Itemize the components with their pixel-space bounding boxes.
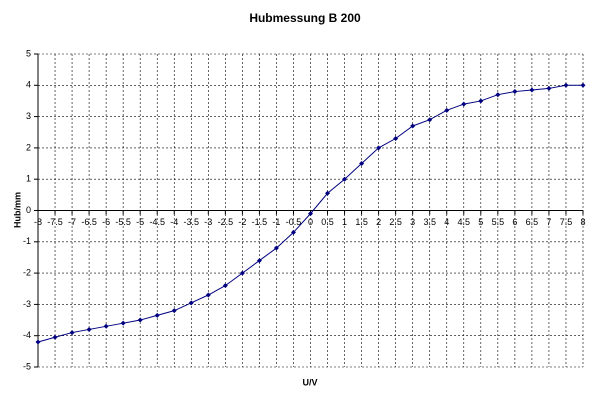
x-tick-label: -4 (170, 217, 178, 227)
data-point (273, 245, 279, 251)
x-tick-label: 0.5 (321, 217, 334, 227)
x-tick-label: -3.5 (184, 217, 200, 227)
x-tick-label: 7.5 (560, 217, 573, 227)
y-tick-label: -4 (23, 330, 31, 340)
data-point (495, 92, 501, 98)
data-point (308, 211, 313, 217)
x-tick-label: -2.5 (218, 217, 234, 227)
y-tick-label: -5 (23, 361, 31, 371)
x-tick-label: -5.5 (115, 217, 131, 227)
x-tick-label: -3 (204, 217, 212, 227)
x-tick-label: 5 (478, 217, 483, 227)
data-point (325, 190, 331, 196)
data-point (188, 300, 194, 306)
x-tick-label: 3 (410, 217, 415, 227)
data-point (69, 330, 75, 336)
y-tick-label: -2 (23, 267, 31, 277)
data-point (410, 123, 416, 129)
y-tick-label: 3 (26, 111, 31, 121)
data-point (427, 117, 433, 123)
y-tick-label: 5 (26, 48, 31, 58)
x-tick-label: -1.5 (252, 217, 268, 227)
y-tick-label: -3 (23, 299, 31, 309)
data-point (342, 176, 348, 182)
data-point (222, 283, 228, 289)
data-point (154, 312, 160, 318)
y-tick-label: 1 (26, 174, 31, 184)
x-tick-label: 4 (444, 217, 449, 227)
x-tick-label: -2 (238, 217, 246, 227)
data-point (120, 320, 126, 326)
data-point (393, 136, 399, 142)
x-tick-label: -6 (102, 217, 110, 227)
x-tick-label: 3.5 (423, 217, 436, 227)
y-tick-label: -1 (23, 236, 31, 246)
x-tick-label: -0.5 (286, 217, 302, 227)
data-point (290, 229, 296, 235)
y-tick-label: 4 (26, 80, 31, 90)
data-point (512, 89, 518, 95)
x-tick-label: 1.5 (355, 217, 368, 227)
data-point (444, 107, 450, 113)
data-point (563, 82, 569, 88)
data-point (171, 308, 177, 314)
y-axis-label: Hub/mm (12, 192, 22, 228)
data-point (205, 292, 211, 298)
x-tick-label: 5.5 (492, 217, 505, 227)
x-tick-label: 8 (580, 217, 585, 227)
x-tick-label: 6 (512, 217, 517, 227)
x-tick-label: 1 (342, 217, 347, 227)
data-point (546, 85, 552, 91)
data-point (478, 98, 484, 104)
data-point (256, 258, 262, 264)
x-tick-label: -6.5 (81, 217, 97, 227)
x-tick-label: 2.5 (389, 217, 402, 227)
data-point (376, 145, 382, 151)
x-tick-label: -7.5 (47, 217, 63, 227)
x-tick-label: -1 (272, 217, 280, 227)
data-point (461, 101, 467, 107)
data-point (239, 270, 245, 276)
data-point (35, 339, 41, 345)
data-point (103, 323, 109, 329)
chart-title: Hubmessung B 200 (249, 11, 361, 25)
data-point (52, 334, 58, 340)
x-axis-label: U/V (302, 377, 317, 387)
data-point (86, 326, 92, 332)
x-tick-label: 6.5 (526, 217, 539, 227)
x-tick-label: 2 (376, 217, 381, 227)
y-tick-label: 2 (26, 142, 31, 152)
data-point (580, 82, 586, 88)
x-tick-label: -7 (68, 217, 76, 227)
x-tick-label: -4.5 (149, 217, 165, 227)
y-tick-label: 0 (26, 205, 31, 215)
x-tick-label: 0 (308, 217, 313, 227)
data-point (529, 87, 535, 93)
data-point (359, 161, 365, 167)
x-tick-label: -5 (136, 217, 144, 227)
data-point (137, 317, 143, 323)
x-tick-label: 7 (546, 217, 551, 227)
x-tick-label: 4.5 (458, 217, 471, 227)
